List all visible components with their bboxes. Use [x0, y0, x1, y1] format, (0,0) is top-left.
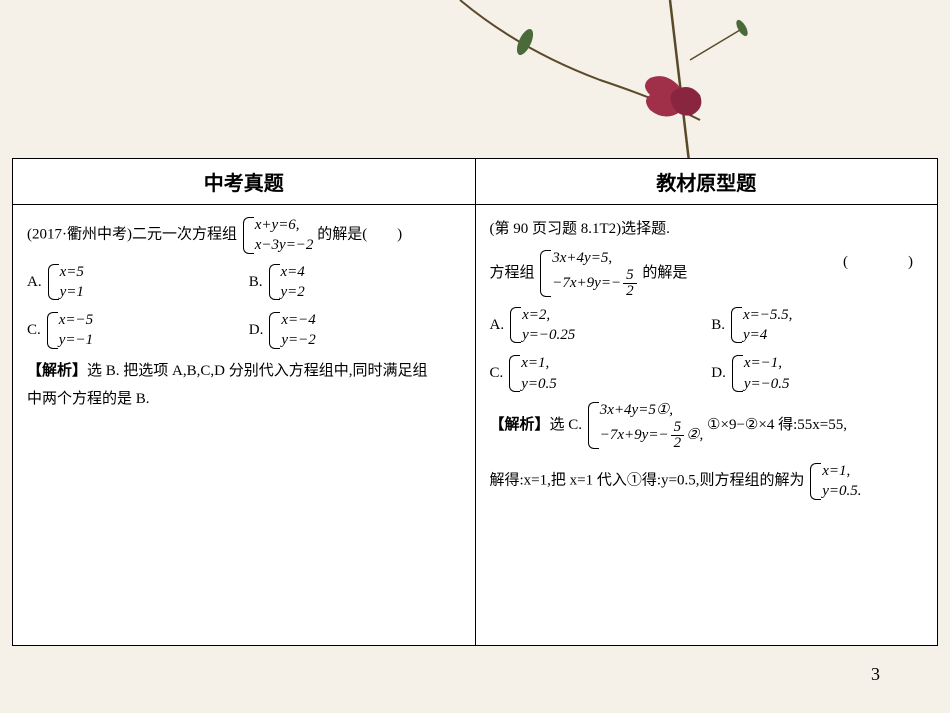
- page-number: 3: [871, 664, 880, 685]
- left-q-suffix: 的解是( ): [317, 227, 402, 243]
- right-system: 3x+4y=5, −7x+9y=−52: [538, 248, 638, 299]
- left-column: (2017·衢州中考)二元一次方程组 x+y=6, x−3y=−2 的解是( )…: [13, 205, 476, 645]
- comparison-table: 中考真题 教材原型题 (2017·衢州中考)二元一次方程组 x+y=6, x−3…: [12, 158, 938, 646]
- right-analysis-line1: 【解析】选 C. 3x+4y=5①, −7x+9y=−52②, ①×9−②×4 …: [490, 400, 924, 451]
- header-left: 中考真题: [13, 159, 476, 205]
- right-paren: ( ): [843, 248, 923, 277]
- left-analysis: 【解析】选 B. 把选项 A,B,C,D 分别代入方程组中,同时满足组: [27, 357, 461, 386]
- right-analysis-line2: 解得:x=1,把 x=1 代入①得:y=0.5,则方程组的解为 x=1, y=0…: [490, 461, 924, 502]
- left-options: A. x=5y=1 B. x=4y=2 C. x=−5y=−1 D. x=−4y…: [27, 262, 461, 351]
- left-system: x+y=6, x−3y=−2: [241, 215, 314, 256]
- header-right: 教材原型题: [476, 159, 938, 205]
- right-q-suffix: 的解是: [642, 265, 687, 281]
- flower-decoration: [400, 0, 800, 170]
- right-options: A. x=2,y=−0.25 B. x=−5.5,y=4 C. x=1,y=0.…: [490, 305, 924, 394]
- right-q-prefix: 方程组: [490, 265, 535, 281]
- right-source: (第 90 页习题 8.1T2)选择题.: [490, 215, 924, 244]
- right-column: (第 90 页习题 8.1T2)选择题. 方程组 3x+4y=5, −7x+9y…: [476, 205, 938, 645]
- left-analysis-line2: 中两个方程的是 B.: [27, 385, 461, 414]
- left-q-prefix: (2017·衢州中考)二元一次方程组: [27, 227, 237, 243]
